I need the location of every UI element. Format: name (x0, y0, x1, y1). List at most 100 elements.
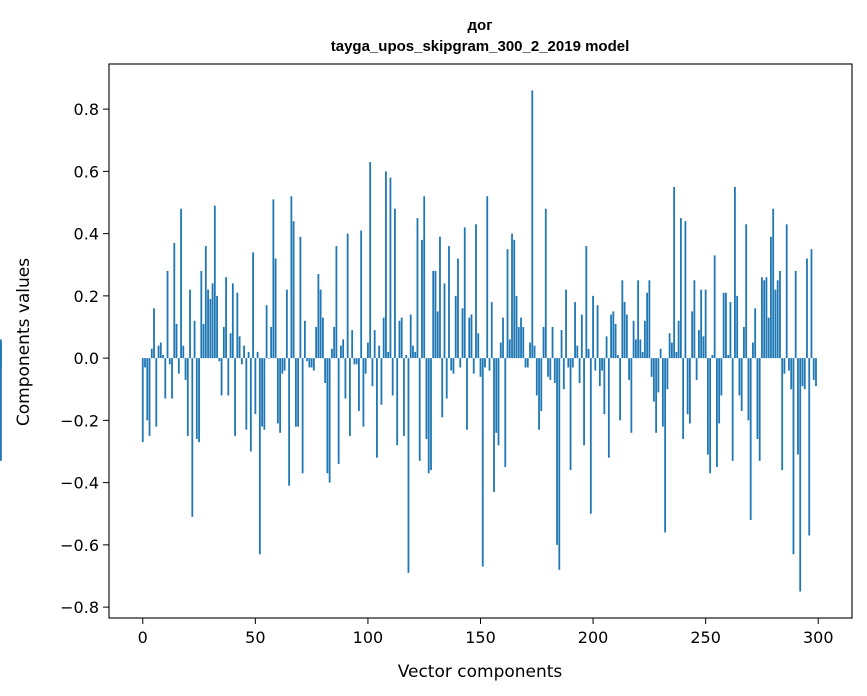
bar-30 (209, 298, 212, 359)
bar-111 (391, 358, 394, 396)
bar-232 (664, 358, 667, 533)
bar-70 (299, 236, 302, 359)
bar-11 (166, 270, 169, 359)
bar-246 (695, 358, 698, 380)
bar-154 (488, 358, 491, 371)
bar-100 (367, 342, 369, 359)
bar-210 (614, 323, 617, 359)
x-tick-label: 100 (353, 628, 384, 647)
bar-160 (502, 317, 504, 359)
bar-204 (601, 358, 603, 371)
bar-205 (603, 358, 606, 415)
bar-24 (195, 358, 198, 440)
bar-29 (207, 289, 209, 359)
bar-38 (227, 358, 230, 396)
bar-88 (340, 345, 342, 359)
bar-16 (177, 358, 180, 374)
bar-218 (632, 320, 635, 359)
bar-243 (688, 358, 691, 424)
bar-241 (684, 221, 687, 359)
bar-255 (716, 358, 718, 468)
x-tick-label: 250 (690, 628, 721, 647)
bar-221 (639, 339, 642, 359)
bar-206 (605, 336, 608, 359)
bar-12 (168, 358, 171, 365)
bar-73 (306, 358, 309, 362)
bar-151 (481, 358, 484, 567)
bar-211 (616, 355, 619, 359)
bar-253 (711, 355, 714, 359)
bar-141 (459, 358, 462, 368)
y-tick-label: −0.2 (60, 411, 99, 430)
bar-234 (668, 333, 671, 359)
bar-202 (596, 305, 599, 359)
bar-223 (643, 320, 646, 359)
bar-247 (698, 330, 700, 359)
bar-213 (621, 280, 624, 359)
bar-75 (310, 358, 313, 368)
bar-176 (538, 358, 540, 430)
bar-203 (598, 358, 601, 387)
bar-120 (412, 345, 414, 359)
bar-67 (292, 221, 295, 359)
bar-294 (803, 358, 806, 390)
bar-35 (220, 358, 223, 396)
bar-194 (578, 358, 581, 384)
bar-37 (225, 277, 227, 359)
x-tick-label: 0 (138, 628, 148, 647)
y-tick-label: −0.6 (60, 536, 99, 555)
bar-190 (569, 358, 572, 471)
bar-119 (409, 314, 412, 359)
bar-8 (159, 342, 162, 359)
bar-83 (328, 358, 331, 483)
bar-128 (430, 358, 432, 471)
bar-15 (175, 323, 178, 359)
bar-147 (472, 358, 475, 374)
bar-189 (567, 358, 570, 368)
bar-146 (470, 314, 473, 359)
bar-196 (583, 358, 585, 446)
y-tick-label: 0.6 (74, 162, 99, 181)
bar-172 (529, 342, 531, 359)
bar-49 (252, 252, 254, 359)
bar-251 (707, 358, 709, 455)
bar-224 (646, 292, 649, 359)
bar-48 (249, 358, 252, 452)
bar-216 (628, 358, 630, 380)
bar-214 (623, 302, 626, 359)
bar-281 (774, 289, 777, 359)
bar-undefined (0, 351, 2, 359)
bar-259 (725, 292, 727, 359)
bar-240 (682, 358, 685, 440)
bar-5 (153, 308, 155, 359)
bar-285 (783, 358, 786, 374)
bar-229 (657, 358, 660, 393)
bar-289 (792, 358, 795, 555)
bar-34 (218, 358, 221, 362)
bar-65 (288, 358, 291, 486)
bar-186 (560, 330, 563, 359)
bar-188 (565, 289, 567, 359)
x-axis-label: Vector components (398, 662, 563, 682)
bar-283 (779, 270, 781, 359)
bar-261 (729, 302, 732, 359)
bar-55 (265, 305, 268, 359)
bar-46 (245, 358, 248, 430)
bar-222 (641, 351, 644, 359)
bar-66 (290, 196, 293, 359)
bar-129 (432, 270, 435, 359)
bar-39 (229, 333, 232, 359)
bar-58 (272, 199, 275, 359)
bar-94 (353, 358, 356, 365)
bar-28 (204, 246, 207, 359)
x-tick-label: 150 (465, 628, 496, 647)
bar-150 (479, 358, 482, 377)
bar-269 (747, 358, 750, 421)
bar-177 (540, 358, 543, 412)
bar-185 (558, 358, 561, 570)
bar-118 (407, 358, 410, 573)
chart-subtitle: tayga_upos_skipgram_300_2_2019 model (331, 38, 630, 55)
bar-33 (216, 295, 218, 359)
bar-80 (321, 317, 324, 359)
bar-230 (659, 348, 662, 359)
